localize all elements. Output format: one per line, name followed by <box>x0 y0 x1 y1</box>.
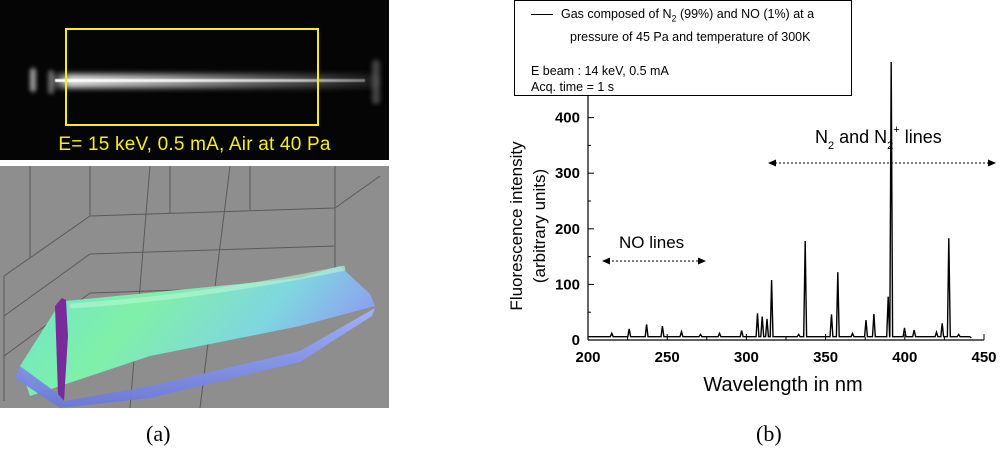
photo-caption: E= 15 keV, 0.5 mA, Air at 40 Pa <box>58 134 331 155</box>
no-lines-arrow-right-head <box>698 257 706 265</box>
y-axis-label-line1: Fluorescence intensity <box>507 141 526 311</box>
chart-annotations: Fluorescence intensity (arbitrary units)… <box>507 124 996 396</box>
panel-label-a: (a) <box>146 421 171 446</box>
surface-front <box>15 308 375 408</box>
spectrum-chart: 200 250 300 350 400 450 0 100 200 300 400 Fluoresc… <box>507 52 997 396</box>
n2-lines-arrow-left-head <box>768 159 776 167</box>
surface-peak <box>55 298 68 401</box>
x-tick-label: 450 <box>971 349 996 366</box>
glow-spot <box>372 60 380 104</box>
surface-plot-svg <box>3 165 381 409</box>
x-tick-label: 300 <box>734 349 759 366</box>
panel-label-b: (b) <box>756 421 782 446</box>
surface-ridge <box>69 265 346 309</box>
n2-lines-arrow-right-head <box>988 159 996 167</box>
no-lines-arrow-left-head <box>602 257 610 265</box>
surface-plot <box>0 165 389 409</box>
chart-legend: Gas composed of N2 (99%) and NO (1%) at … <box>514 0 852 96</box>
x-axis-label: Wavelength in nm <box>703 374 862 396</box>
glow-spot <box>30 68 36 92</box>
legend-line-swatch <box>531 14 553 15</box>
legend-series-text: Gas composed of N2 (99%) and NO (1%) at … <box>561 7 815 44</box>
surface-sheet <box>20 266 375 396</box>
x-tick-label: 400 <box>892 349 917 366</box>
legend-acquisition-info: E beam : 14 keV, 0.5 mA Acq. time = 1 s <box>531 64 669 94</box>
y-tick-label: 300 <box>555 165 580 182</box>
x-tick-label: 250 <box>655 349 680 366</box>
region-of-interest-box <box>65 28 319 126</box>
beam-core <box>55 79 365 82</box>
x-tick-label: 200 <box>575 349 600 366</box>
y-tick-label: 100 <box>555 276 580 293</box>
beam-photo: E= 15 keV, 0.5 mA, Air at 40 Pa <box>0 0 389 160</box>
y-tick-label: 400 <box>555 110 580 127</box>
chart-ticks: 200 250 300 350 400 450 0 100 200 300 400 <box>555 89 997 366</box>
spectrum-line <box>588 61 972 339</box>
y-axis-label-line2: (arbitrary units) <box>530 169 549 283</box>
y-tick-label: 200 <box>555 221 580 238</box>
no-lines-label: NO lines <box>619 233 684 252</box>
chart-series <box>588 61 972 339</box>
n2-lines-label: N2 and N2+ lines <box>815 124 942 152</box>
y-tick-label: 0 <box>572 332 580 349</box>
x-tick-label: 350 <box>813 349 838 366</box>
